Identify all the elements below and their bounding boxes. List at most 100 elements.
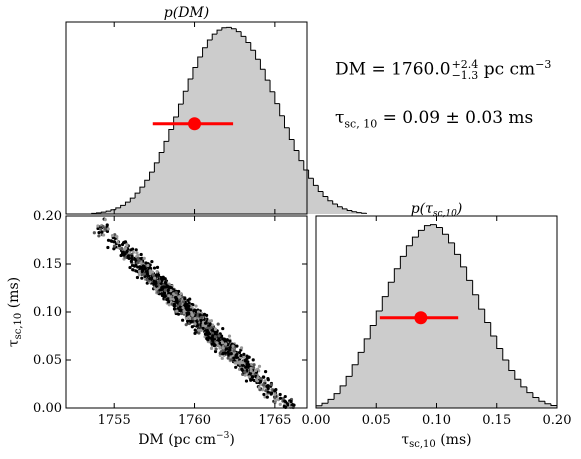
scatter-point-1312 <box>283 394 287 399</box>
scatter-point-1298 <box>212 344 217 348</box>
dm-histogram-title: p(DM) <box>164 5 209 21</box>
scatter-point-1086 <box>143 274 147 279</box>
scatter-point-1189 <box>243 370 247 374</box>
dm-bar-54 <box>351 210 357 213</box>
scatter-point-1380 <box>184 304 188 308</box>
tau-bar-3 <box>333 393 341 400</box>
dm-bar-14 <box>158 152 165 163</box>
scatter-xtick-label-1: 1760 <box>178 413 211 428</box>
scatter-point-1385 <box>174 291 178 295</box>
scatter-point-1349 <box>207 332 212 336</box>
dm-bar-47 <box>317 185 324 193</box>
scatter-point-901 <box>136 265 140 269</box>
scatter-point-305 <box>96 226 100 231</box>
dm-bar-46 <box>312 178 319 186</box>
scatter-point-1252 <box>163 288 167 292</box>
tau-bar-33 <box>514 370 521 380</box>
scatter-point-194 <box>209 346 214 350</box>
scatter-point-1336 <box>172 304 176 308</box>
scatter-point-1249 <box>163 294 167 298</box>
dm-bar-5 <box>115 207 121 210</box>
tau-bar-9 <box>369 324 377 339</box>
scatter-point-1085 <box>178 295 182 299</box>
scatter-ytick-label-3: 0.15 <box>33 257 62 272</box>
tau-bar-36 <box>532 392 539 398</box>
scatter-point-1316 <box>186 308 190 312</box>
dm-bar-24 <box>206 39 213 48</box>
scatter-point-1390 <box>235 355 239 360</box>
scatter-point-1311 <box>193 322 197 326</box>
scatter-point-1364 <box>231 344 235 348</box>
dm-bar-39 <box>279 103 285 117</box>
scatter-point-758 <box>106 238 111 242</box>
scatter-point-888 <box>112 240 117 244</box>
tau-bar-19 <box>429 224 437 226</box>
scatter-point-1295 <box>143 267 148 271</box>
tau-bar-16 <box>411 236 419 246</box>
scatter-point-53 <box>155 265 160 269</box>
tau-bar-20 <box>436 224 443 229</box>
tau-bar-26 <box>472 280 479 296</box>
scatter-point-395 <box>244 379 249 383</box>
scatter-point-1291 <box>249 369 253 373</box>
scatter-point-1299 <box>264 389 268 393</box>
scatter-y-axis-label: τsc,10 (ms) <box>6 277 24 347</box>
scatter-point-960 <box>135 251 139 255</box>
scatter-point-1182 <box>189 307 193 312</box>
scatter-point-1054 <box>183 297 187 301</box>
scatter-ytick-label-1: 0.05 <box>33 353 62 368</box>
dm-result-lhs: DM <box>335 59 367 80</box>
dm-bar-17 <box>173 116 179 130</box>
tau-result-value: 0.09 ± 0.03 ms <box>402 108 534 128</box>
scatter-point-1077 <box>257 364 262 368</box>
scatter-point-1274 <box>292 403 296 407</box>
scatter-point-1383 <box>142 256 146 260</box>
dm-bar-35 <box>259 59 266 70</box>
scatter-point-1306 <box>209 325 213 330</box>
scatter-point-1284 <box>244 358 248 362</box>
scatter-xtick-label-0: 1755 <box>98 413 131 428</box>
dm-bar-13 <box>153 162 160 173</box>
scatter-point-1168 <box>254 378 259 382</box>
scatter-point-1060 <box>120 247 124 251</box>
scatter-point-1213 <box>273 398 278 402</box>
tau-xtick-label-0: 0.00 <box>302 413 331 428</box>
scatter-point-1222 <box>226 356 230 360</box>
dm-result-plus: +2.4 <box>451 58 479 72</box>
dm-bar-55 <box>356 211 362 214</box>
dm-histogram-fill <box>91 27 367 214</box>
scatter-point-517 <box>261 375 266 379</box>
scatter-point-734 <box>150 270 155 274</box>
scatter-point-781 <box>214 347 218 351</box>
scatter-point-1327 <box>156 273 161 277</box>
scatter-point-1395 <box>205 329 209 333</box>
scatter-point-1393 <box>151 273 155 277</box>
scatter-point-603 <box>213 349 218 354</box>
tau-bar-5 <box>345 375 353 386</box>
scatter-point-1015 <box>129 259 133 264</box>
scatter-point-1343 <box>227 334 232 338</box>
scatter-point-545 <box>137 269 142 274</box>
scatter-point-291 <box>263 395 267 399</box>
scatter-point-1369 <box>224 342 228 346</box>
dm-bar-25 <box>211 33 218 41</box>
dm-bar-2 <box>100 211 107 213</box>
scatter-point-1330 <box>160 286 164 290</box>
scatter-point-1351 <box>197 328 201 332</box>
scatter-point-1156 <box>112 244 117 248</box>
tau-bar-13 <box>393 268 401 283</box>
scatter-point-805 <box>128 265 132 270</box>
scatter-point-1121 <box>265 395 269 399</box>
tau-bar-11 <box>381 296 389 312</box>
tau-histogram-panel: 0.00 0.05 0.10 0.15 0.20 p(τsc,10) τsc,10 (ms) <box>302 201 572 450</box>
dm-result-units-exp: −3 <box>535 58 552 71</box>
scatter-point-1289 <box>232 356 236 360</box>
scatter-point-1217 <box>103 227 108 231</box>
scatter-point-1155 <box>201 322 205 327</box>
scatter-point-1296 <box>187 315 191 319</box>
scatter-point-1234 <box>163 280 168 285</box>
scatter-point-956 <box>181 318 185 322</box>
tau-bar-15 <box>405 245 413 257</box>
scatter-point-1143 <box>188 297 192 301</box>
scatter-point-1267 <box>266 378 270 382</box>
